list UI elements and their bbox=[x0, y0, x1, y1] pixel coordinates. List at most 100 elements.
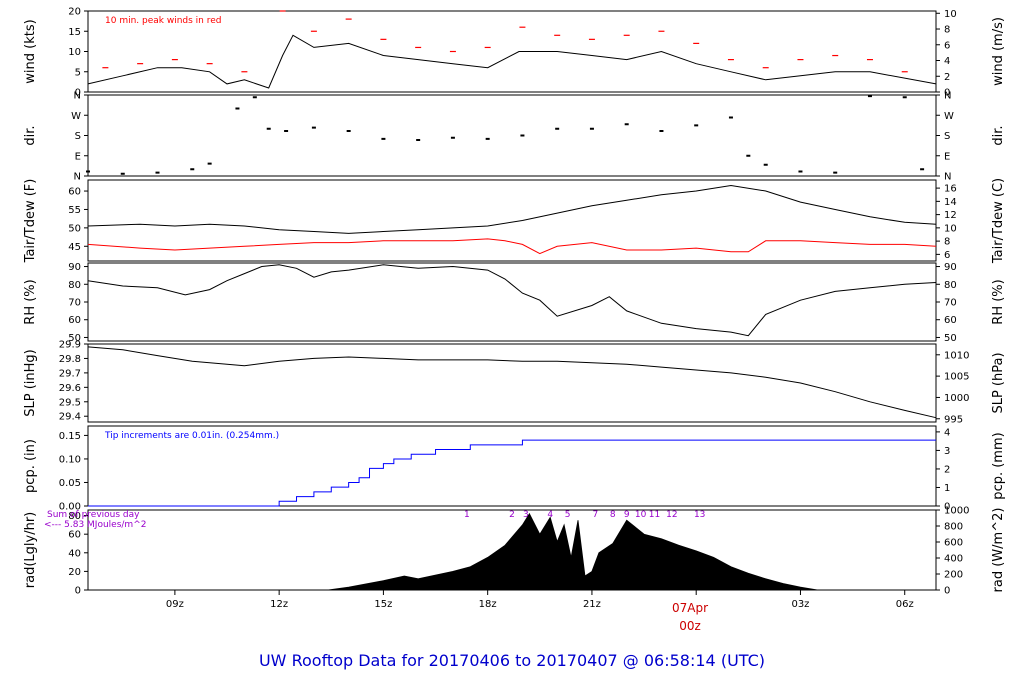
x-tick-label: 09z bbox=[166, 599, 184, 610]
right-axis-label: Tair/Tdew (C) bbox=[991, 178, 1006, 264]
direction-point bbox=[252, 96, 257, 99]
series-black bbox=[87, 264, 937, 337]
direction-point bbox=[920, 168, 925, 171]
panel-frame bbox=[87, 262, 937, 342]
left-tick-label: W bbox=[71, 111, 81, 122]
left-axis-label: SLP (inHg) bbox=[23, 349, 38, 417]
series-Tdew bbox=[87, 238, 937, 255]
panel-temp: 45 50 55 60 6 8 10 12 14 16 Tair/Tdew (F) Tair/Tdew… bbox=[23, 178, 1006, 264]
direction-point bbox=[555, 127, 560, 130]
direction-point bbox=[155, 171, 160, 174]
left-tick-label: 70 bbox=[68, 298, 81, 309]
direction-point bbox=[266, 127, 271, 130]
date-marker-date: 07Apr bbox=[672, 601, 708, 615]
direction-point bbox=[381, 137, 386, 140]
right-tick-label: E bbox=[944, 151, 950, 162]
right-tick-label: 16 bbox=[944, 184, 957, 195]
series-black bbox=[87, 34, 937, 89]
panel-note: 10 min. peak winds in red bbox=[105, 16, 222, 26]
direction-point bbox=[311, 126, 316, 129]
direction-point bbox=[235, 107, 240, 110]
left-tick-label: S bbox=[75, 131, 81, 142]
direction-point bbox=[694, 124, 699, 127]
panel-note-line: Sum of previous day bbox=[47, 510, 140, 520]
direction-point bbox=[190, 168, 195, 171]
direction-point bbox=[207, 162, 212, 165]
left-axis-label: dir. bbox=[23, 125, 38, 145]
right-tick-label: 90 bbox=[944, 262, 957, 273]
left-axis-label: Tair/Tdew (F) bbox=[23, 179, 38, 264]
right-tick-label: 14 bbox=[944, 197, 957, 208]
direction-point bbox=[833, 171, 838, 174]
left-tick-label: 10 bbox=[68, 47, 81, 58]
right-axis-label: dir. bbox=[991, 125, 1006, 145]
radiation-marker: 1 bbox=[464, 510, 470, 520]
right-tick-label: 6 bbox=[944, 250, 950, 261]
right-tick-label: 1000 bbox=[944, 506, 969, 517]
right-tick-label: 1010 bbox=[944, 350, 969, 361]
left-tick-label: 29.9 bbox=[59, 340, 81, 351]
x-tick-label: 21z bbox=[583, 599, 601, 610]
left-tick-label: 20 bbox=[68, 7, 81, 18]
left-tick-label: 0.00 bbox=[59, 502, 81, 513]
left-tick-label: 29.6 bbox=[59, 383, 81, 394]
right-tick-label: 200 bbox=[944, 570, 963, 581]
left-tick-label: 0.05 bbox=[59, 478, 81, 489]
left-tick-label: 15 bbox=[68, 27, 81, 38]
radiation-marker: 3 bbox=[523, 510, 529, 520]
direction-point bbox=[867, 95, 872, 98]
right-tick-label: 1000 bbox=[944, 393, 969, 404]
left-tick-label: 20 bbox=[68, 567, 81, 578]
date-marker-time: 00z bbox=[679, 619, 701, 633]
x-tick-label: 15z bbox=[374, 599, 392, 610]
direction-point bbox=[485, 137, 490, 140]
left-tick-label: 60 bbox=[68, 187, 81, 198]
panel-slp: 29.4 29.5 29.6 29.7 29.8 29.9 995 1000 1005 1010 S… bbox=[23, 340, 1006, 426]
left-tick-label: 29.4 bbox=[59, 412, 81, 423]
left-tick-label: 80 bbox=[68, 511, 81, 522]
left-tick-label: 60 bbox=[68, 315, 81, 326]
direction-point bbox=[589, 127, 594, 130]
radiation-marker: 7 bbox=[593, 510, 599, 520]
left-tick-label: 80 bbox=[68, 280, 81, 291]
direction-point bbox=[86, 170, 90, 173]
panel-frame bbox=[87, 425, 937, 507]
right-tick-label: 995 bbox=[944, 414, 963, 425]
left-tick-label: 90 bbox=[68, 262, 81, 273]
right-axis-label: SLP (hPa) bbox=[991, 352, 1006, 413]
direction-point bbox=[728, 116, 733, 119]
right-axis-label: pcp. (mm) bbox=[991, 432, 1006, 499]
right-axis-label: RH (%) bbox=[991, 279, 1006, 324]
left-axis-label: wind (kts) bbox=[23, 19, 38, 83]
direction-point bbox=[284, 130, 289, 132]
direction-point bbox=[120, 172, 125, 175]
left-tick-label: N bbox=[74, 91, 81, 102]
right-tick-label: 12 bbox=[944, 210, 957, 221]
left-axis-label: RH (%) bbox=[23, 279, 38, 324]
radiation-marker: 9 bbox=[624, 510, 630, 520]
radiation-marker: 12 bbox=[666, 510, 677, 520]
right-tick-label: 8 bbox=[944, 237, 950, 248]
left-tick-label: 5 bbox=[75, 67, 81, 78]
panel-rh: 50 60 70 80 90 50 60 70 80 90 RH (%) RH (%) bbox=[23, 262, 1006, 344]
left-tick-label: N bbox=[74, 172, 81, 183]
right-tick-label: 4 bbox=[944, 56, 950, 67]
left-tick-label: 45 bbox=[68, 242, 81, 253]
right-tick-label: N bbox=[944, 172, 951, 183]
right-tick-label: 0 bbox=[944, 586, 950, 597]
panel-note-line: <--- 5.83 MJoules/m^2 bbox=[44, 520, 146, 530]
direction-point bbox=[746, 154, 751, 157]
x-tick-label: 12z bbox=[270, 599, 288, 610]
right-tick-label: N bbox=[944, 91, 951, 102]
right-tick-label: 70 bbox=[944, 298, 957, 309]
right-tick-label: 8 bbox=[944, 25, 950, 36]
right-tick-label: 1005 bbox=[944, 372, 969, 383]
direction-point bbox=[346, 130, 351, 132]
radiation-marker: 10 bbox=[635, 510, 647, 520]
right-tick-label: S bbox=[944, 131, 950, 142]
direction-point bbox=[763, 163, 768, 166]
left-tick-label: 60 bbox=[68, 530, 81, 541]
right-tick-label: 50 bbox=[944, 333, 957, 344]
